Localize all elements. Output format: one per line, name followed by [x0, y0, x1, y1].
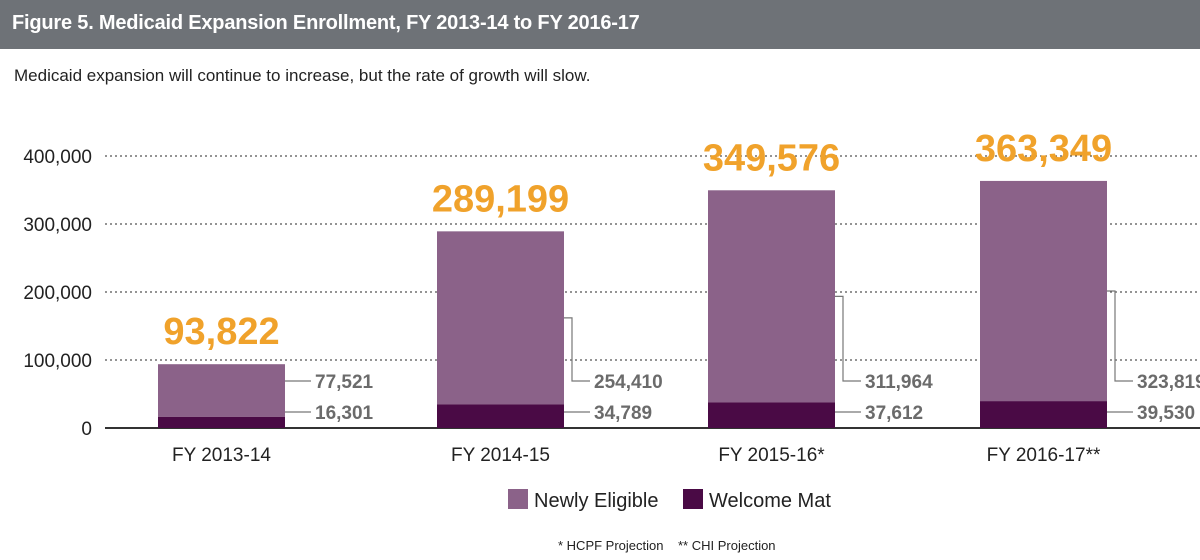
footnote-chi: ** CHI Projection — [678, 538, 776, 553]
welcome-mat-value-label: 34,789 — [594, 403, 652, 424]
bar-newly-eligible — [158, 364, 285, 417]
legend-swatch — [683, 489, 703, 509]
total-value-label: 289,199 — [432, 178, 569, 220]
total-value-label: 349,576 — [703, 137, 840, 179]
footnote-hcpf: * HCPF Projection — [558, 538, 664, 553]
welcome-mat-value-label: 39,530 — [1137, 403, 1195, 424]
figure-title: Figure 5. Medicaid Expansion Enrollment,… — [12, 12, 640, 34]
y-tick-label: 0 — [81, 419, 92, 440]
bar-welcome-mat — [980, 401, 1107, 428]
bar-welcome-mat — [158, 416, 285, 428]
newly-eligible-value-label: 323,819 — [1137, 372, 1200, 393]
chart-subtitle: Medicaid expansion will continue to incr… — [14, 66, 591, 85]
newly-eligible-value-label: 77,521 — [315, 372, 374, 393]
y-tick-label: 200,000 — [23, 283, 92, 304]
leader-line — [835, 295, 861, 382]
newly-eligible-value-label: 311,964 — [865, 372, 933, 393]
legend-label: Welcome Mat — [709, 490, 831, 512]
total-value-label: 363,349 — [975, 128, 1112, 170]
bar-newly-eligible — [708, 190, 835, 403]
total-value-label: 93,822 — [163, 311, 279, 353]
bar-welcome-mat — [437, 404, 564, 428]
legend-swatch — [508, 489, 528, 509]
leader-line — [564, 317, 590, 382]
welcome-mat-value-label: 37,612 — [865, 403, 923, 424]
newly-eligible-value-label: 254,410 — [594, 372, 663, 393]
y-tick-label: 100,000 — [23, 351, 92, 372]
x-category-label: FY 2015-16* — [718, 445, 825, 466]
x-category-label: FY 2014-15 — [451, 445, 550, 466]
bar-newly-eligible — [437, 231, 564, 405]
y-tick-label: 400,000 — [23, 147, 92, 168]
y-tick-label: 300,000 — [23, 215, 92, 236]
title-bar: Figure 5. Medicaid Expansion Enrollment,… — [0, 0, 1200, 49]
welcome-mat-value-label: 16,301 — [315, 403, 374, 424]
leader-line — [1107, 290, 1133, 382]
x-category-label: FY 2013-14 — [172, 445, 271, 466]
x-category-label: FY 2016-17** — [987, 445, 1101, 466]
bar-newly-eligible — [980, 180, 1107, 402]
legend-label: Newly Eligible — [534, 490, 659, 512]
bar-welcome-mat — [708, 402, 835, 428]
